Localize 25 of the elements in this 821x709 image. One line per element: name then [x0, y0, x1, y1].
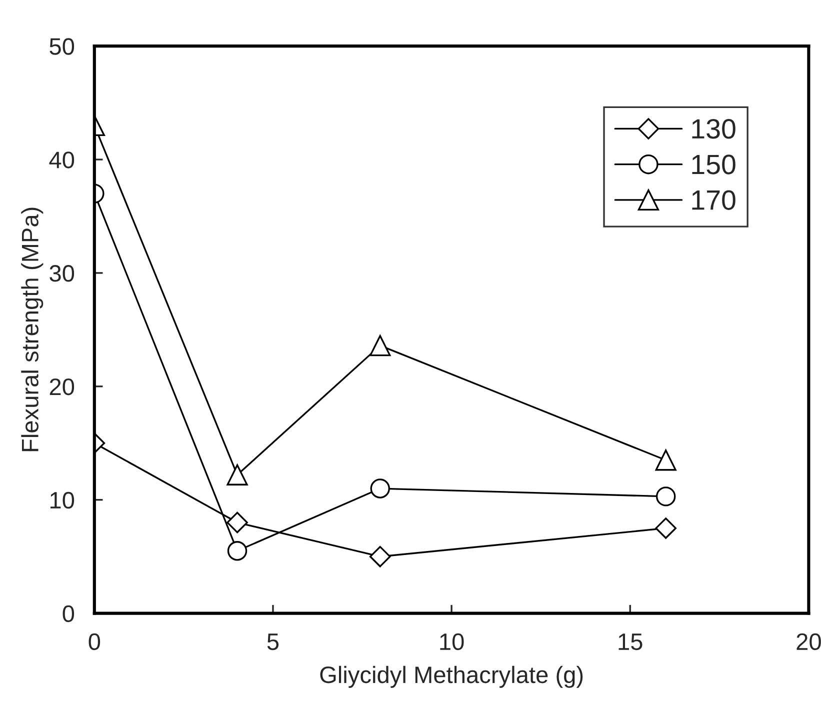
- point: [370, 335, 391, 356]
- x-tick-label: 5: [267, 634, 279, 650]
- point: [655, 450, 676, 471]
- x-axis-title: Gliycidyl Methacrylate (g): [320, 666, 583, 688]
- point: [656, 486, 676, 506]
- y-tick-label: 0: [62, 605, 74, 622]
- point: [226, 464, 248, 486]
- x-tick-label: 15: [618, 634, 642, 650]
- y-tick-label: 40: [49, 152, 74, 168]
- point: [370, 478, 390, 498]
- x-tick-label: 10: [440, 633, 464, 650]
- y-tick-label: 30: [50, 265, 74, 282]
- y-tick-label: 20: [50, 378, 74, 396]
- legend-label: 150: [692, 154, 736, 174]
- point: [226, 512, 248, 534]
- x-tick-label: 20: [796, 633, 821, 650]
- y-axis-title: Flexural strength (MPa): [21, 208, 44, 452]
- point: [369, 546, 391, 568]
- legend-label: 170: [692, 190, 736, 210]
- point: [227, 541, 248, 561]
- legend-label: 130: [692, 119, 736, 139]
- y-tick-label: 10: [50, 492, 74, 509]
- x-tick-label: 0: [88, 633, 100, 650]
- point: [655, 518, 676, 539]
- y-tick-label: 50: [50, 38, 74, 55]
